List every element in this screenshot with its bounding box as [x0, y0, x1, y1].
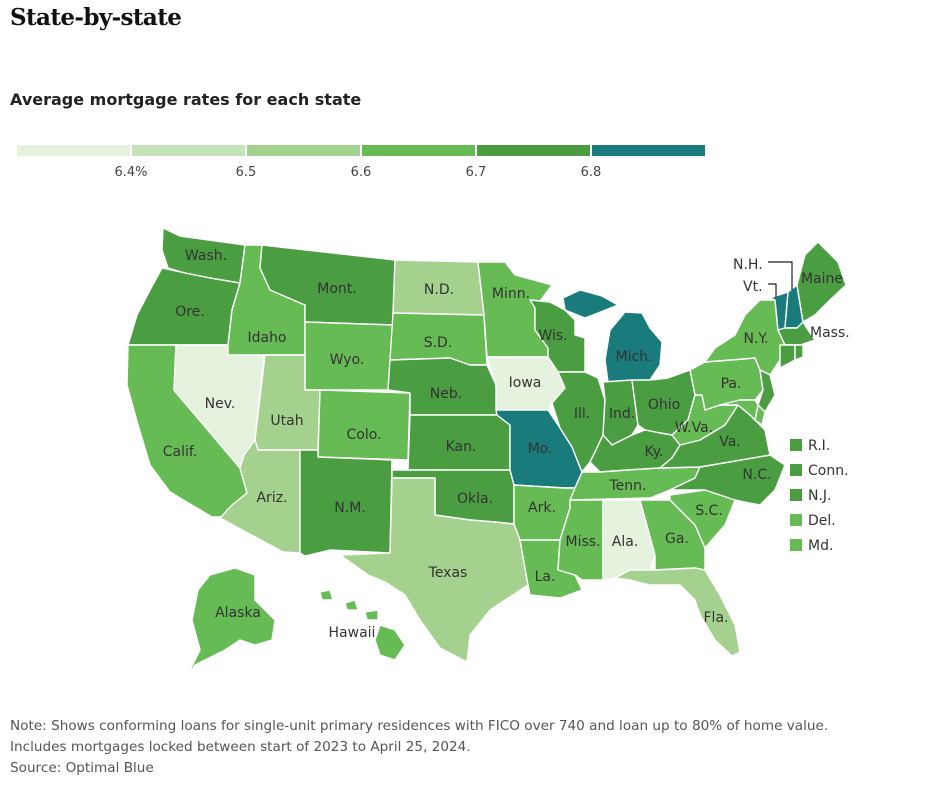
- small-state-legend: R.I. Conn. N.J. Del. Md.: [790, 438, 849, 554]
- label-ca: Calif.: [163, 444, 198, 460]
- label-vt: Vt.: [743, 279, 763, 295]
- small-state-label-nj: N.J.: [808, 488, 832, 504]
- leader-line-nh: [768, 261, 793, 290]
- us-choropleth-map: Wash. Ore. Calif. Nev. Idaho Mont. Wyo. …: [126, 227, 850, 681]
- legend-bin-2: [132, 145, 245, 156]
- small-state-label-ri: R.I.: [808, 438, 830, 454]
- state-fl: [614, 567, 741, 657]
- legend-bin-4: [362, 145, 475, 156]
- label-or: Ore.: [175, 304, 205, 320]
- label-fl: Fla.: [704, 610, 729, 626]
- state-ct: [779, 344, 796, 369]
- source-line: Source: Optimal Blue: [10, 760, 154, 776]
- note-line-1: Note: Shows conforming loans for single-…: [10, 718, 829, 734]
- state-ri: [794, 344, 804, 361]
- label-sc: S.C.: [695, 503, 723, 519]
- label-nc: N.C.: [742, 467, 771, 483]
- small-state-swatch-ri: [790, 439, 802, 451]
- small-state-label-ct: Conn.: [808, 463, 849, 479]
- state-co: [317, 389, 411, 461]
- label-ut: Utah: [270, 413, 303, 429]
- label-il: Ill.: [574, 406, 590, 422]
- legend-tick-1: 6.4%: [114, 165, 147, 180]
- label-ks: Kan.: [446, 439, 477, 455]
- chart-notes: Note: Shows conforming loans for single-…: [10, 716, 828, 779]
- label-in: Ind.: [609, 406, 635, 422]
- label-ia: Iowa: [509, 375, 542, 391]
- legend-tick-4: 6.7: [466, 165, 487, 180]
- small-state-swatch-nj: [790, 489, 802, 501]
- label-mt: Mont.: [317, 281, 356, 297]
- label-wa: Wash.: [185, 248, 227, 264]
- label-ne: Neb.: [430, 386, 462, 402]
- state-me: [796, 241, 847, 323]
- legend-bin-6: [592, 145, 705, 156]
- legend-tick-2: 6.5: [236, 165, 257, 180]
- color-legend: 6.4% 6.5 6.6 6.7 6.8: [17, 145, 705, 180]
- legend-tick-5: 6.8: [581, 165, 602, 180]
- label-pa: Pa.: [721, 376, 742, 392]
- page-title: State-by-state: [10, 4, 182, 31]
- note-line-2: Includes mortgages locked between start …: [10, 739, 471, 755]
- legend-bin-5: [477, 145, 590, 156]
- small-state-swatch-de: [790, 514, 802, 526]
- label-nv: Nev.: [205, 396, 236, 412]
- label-ar: Ark.: [528, 500, 556, 516]
- chart-subtitle: Average mortgage rates for each state: [10, 90, 362, 109]
- legend-tick-3: 6.6: [351, 165, 372, 180]
- small-state-swatch-md: [790, 539, 802, 551]
- label-mo: Mo.: [528, 441, 553, 457]
- legend-bin-3: [247, 145, 360, 156]
- state-label-layer: Wash. Ore. Calif. Nev. Idaho Mont. Wyo. …: [163, 248, 850, 641]
- label-nm: N.M.: [334, 500, 365, 516]
- label-la: La.: [535, 569, 556, 585]
- label-ny: N.Y.: [743, 331, 768, 347]
- label-id: Idaho: [247, 330, 286, 346]
- leader-line-vt: [768, 283, 777, 298]
- state-tx: [339, 477, 529, 663]
- state-hi: [319, 589, 406, 661]
- small-state-label-de: Del.: [808, 513, 836, 529]
- state-az: [219, 439, 301, 554]
- label-sd: S.D.: [424, 335, 453, 351]
- label-wv: W.Va.: [675, 420, 713, 436]
- label-ga: Ga.: [665, 531, 689, 547]
- label-co: Colo.: [347, 427, 382, 443]
- state-mi: [562, 289, 663, 383]
- label-tn: Tenn.: [609, 478, 647, 494]
- legend-bin-1: [17, 145, 130, 156]
- label-oh: Ohio: [648, 397, 680, 413]
- small-state-label-md: Md.: [808, 538, 833, 554]
- label-tx: Texas: [428, 565, 468, 581]
- label-al: Ala.: [612, 534, 639, 550]
- label-nd: N.D.: [424, 282, 454, 298]
- label-wi: Wis.: [538, 328, 567, 344]
- label-ok: Okla.: [457, 491, 493, 507]
- state-md: [719, 399, 759, 421]
- label-mi: Mich.: [616, 349, 653, 365]
- state-nc: [669, 454, 786, 506]
- label-ky: Ky.: [645, 444, 664, 460]
- small-state-swatch-ct: [790, 464, 802, 476]
- label-az: Ariz.: [256, 490, 287, 506]
- label-hi: Hawaii: [329, 625, 376, 641]
- label-wy: Wyo.: [330, 352, 365, 368]
- label-ma: Mass.: [810, 325, 850, 341]
- label-va: Va.: [719, 434, 741, 450]
- label-nh: N.H.: [733, 257, 763, 273]
- label-mn: Minn.: [492, 286, 530, 302]
- state-ak: [184, 567, 276, 681]
- label-ak: Alaska: [215, 605, 261, 621]
- label-me: Maine: [801, 271, 843, 287]
- label-ms: Miss.: [565, 534, 600, 550]
- leader-lines: [768, 261, 793, 298]
